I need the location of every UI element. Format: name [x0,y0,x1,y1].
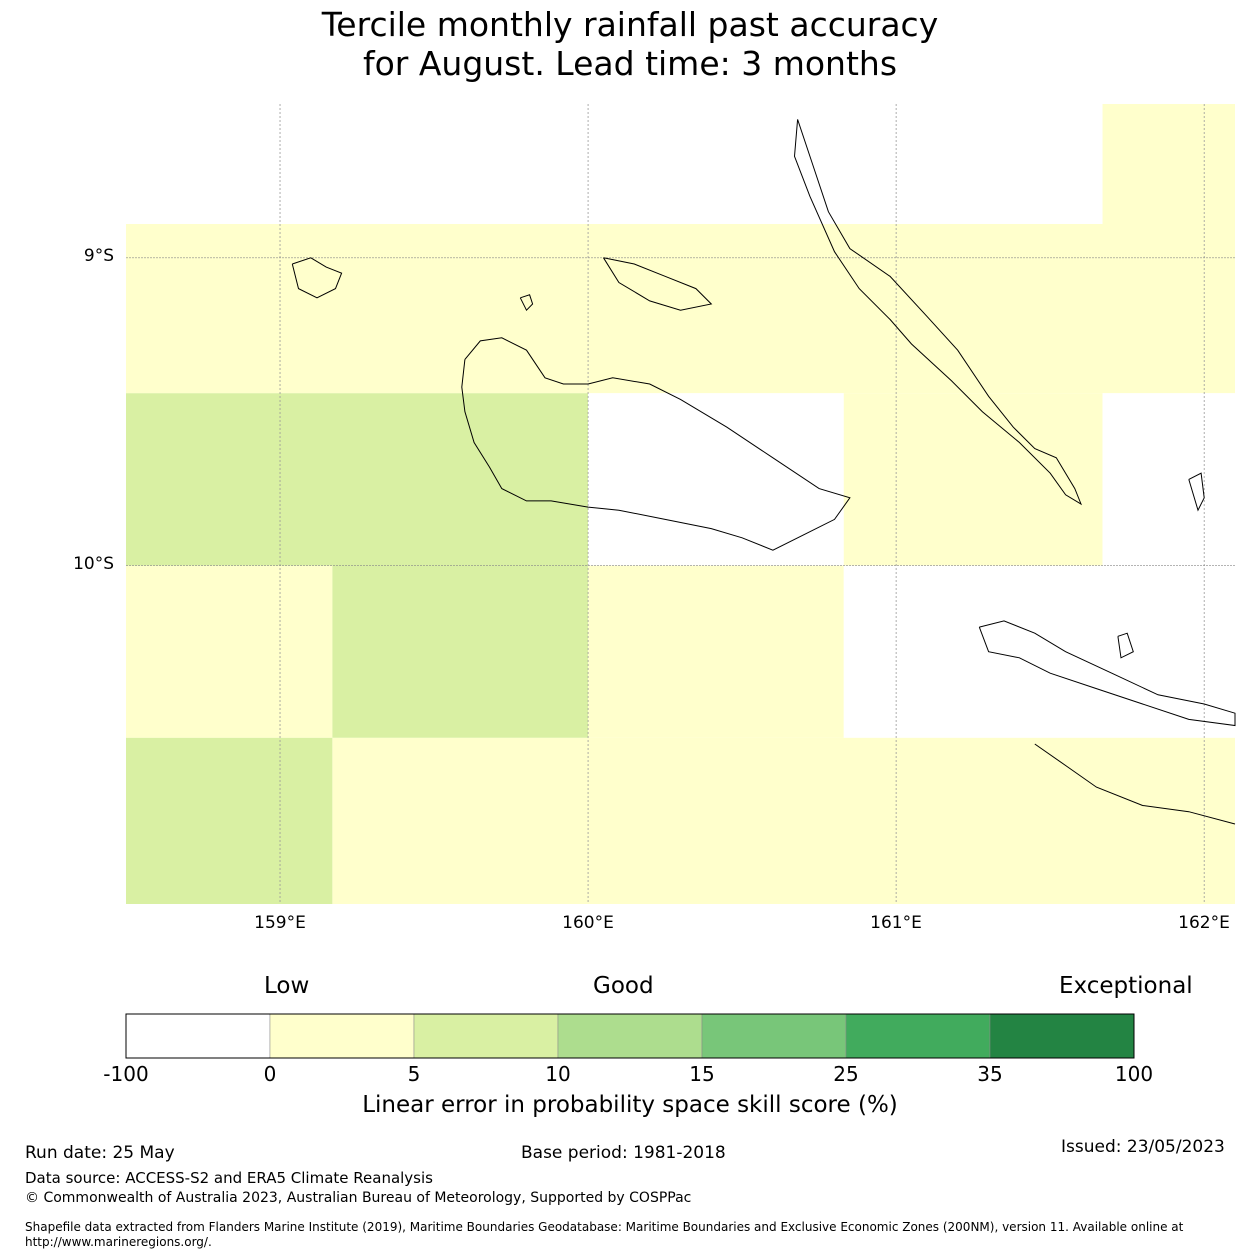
shapefile-credit-line-2: http://www.marineregions.org/. [25,1235,212,1249]
colorbar-swatch [557,1013,703,1059]
skill-cell [332,565,589,738]
colorbar-tick: 100 [1114,1062,1154,1086]
coastline-malaita [793,119,1083,506]
colorbar-tick: 25 [833,1062,859,1086]
colorbar-frame [125,1013,1135,1059]
lon-label-159e: 159°E [254,913,306,933]
skill-cell [126,393,589,566]
skill-cell [126,224,1235,394]
skill-cell [843,393,1103,566]
colorbar [125,1013,1135,1059]
coastline-ulawa [1188,472,1205,512]
base-period: Base period: 1981-2018 [521,1143,726,1163]
title-line-2: for August. Lead time: 3 months [362,44,898,83]
map-title: Tercile monthly rainfall past accuracy f… [0,5,1260,83]
skill-cell [588,565,844,738]
skill-cell [588,393,844,566]
coastlines [291,119,1236,825]
colorbar-tick: 5 [407,1062,421,1086]
colorbar-tick: 0 [263,1062,277,1086]
skill-cell [1102,104,1235,224]
copyright: © Commonwealth of Australia 2023, Austra… [25,1190,692,1206]
coastline-savo [519,294,534,312]
colorbar-title: Linear error in probability space skill … [362,1092,898,1118]
run-date: Run date: 25 May [25,1143,175,1163]
skill-cell [843,565,1235,738]
lon-label-161e: 161°E [870,913,922,933]
colorbar-category-low: Low [264,973,310,999]
colorbar-tick: 15 [689,1062,715,1086]
coastline-guadalcanal [461,337,851,551]
shapefile-credit-line-1: Shapefile data extracted from Flanders M… [25,1220,1184,1234]
lat-label-10s: 10°S [73,554,114,574]
colorbar-swatch [413,1013,559,1059]
issued-date: Issued: 23/05/2023 [1061,1137,1225,1157]
colorbar-swatch [701,1013,847,1059]
lat-label-9s: 9°S [83,246,114,266]
colorbar-swatch [989,1013,1135,1059]
skill-cell [1102,393,1235,566]
coastline-makira-south-coast [1034,743,1236,825]
data-source: Data source: ACCESS-S2 and ERA5 Climate … [25,1169,433,1187]
lon-label-160e: 160°E [562,913,614,933]
skill-cell [332,737,1235,904]
colorbar-tick: -100 [103,1062,149,1086]
coastline-nggela [603,257,713,311]
coastline-russell-islands [291,257,343,299]
skill-cell [126,565,333,738]
colorbar-tick: 35 [977,1062,1003,1086]
skill-cell [126,737,333,904]
colorbar-swatch [269,1013,415,1059]
colorbar-swatch [845,1013,991,1059]
lon-label-162e: 162°E [1178,913,1230,933]
colorbar-swatch [125,1013,271,1059]
colorbar-category-exceptional: Exceptional [1059,973,1193,999]
colorbar-tick: 10 [545,1062,571,1086]
coastline-ugi [1117,632,1134,659]
skill-grid [126,104,1235,904]
colorbar-category-good: Good [593,973,654,999]
shapefile-credit: Shapefile data extracted from Flanders M… [25,1220,1225,1250]
coastline-makira [978,620,1236,727]
title-line-1: Tercile monthly rainfall past accuracy [321,5,939,44]
